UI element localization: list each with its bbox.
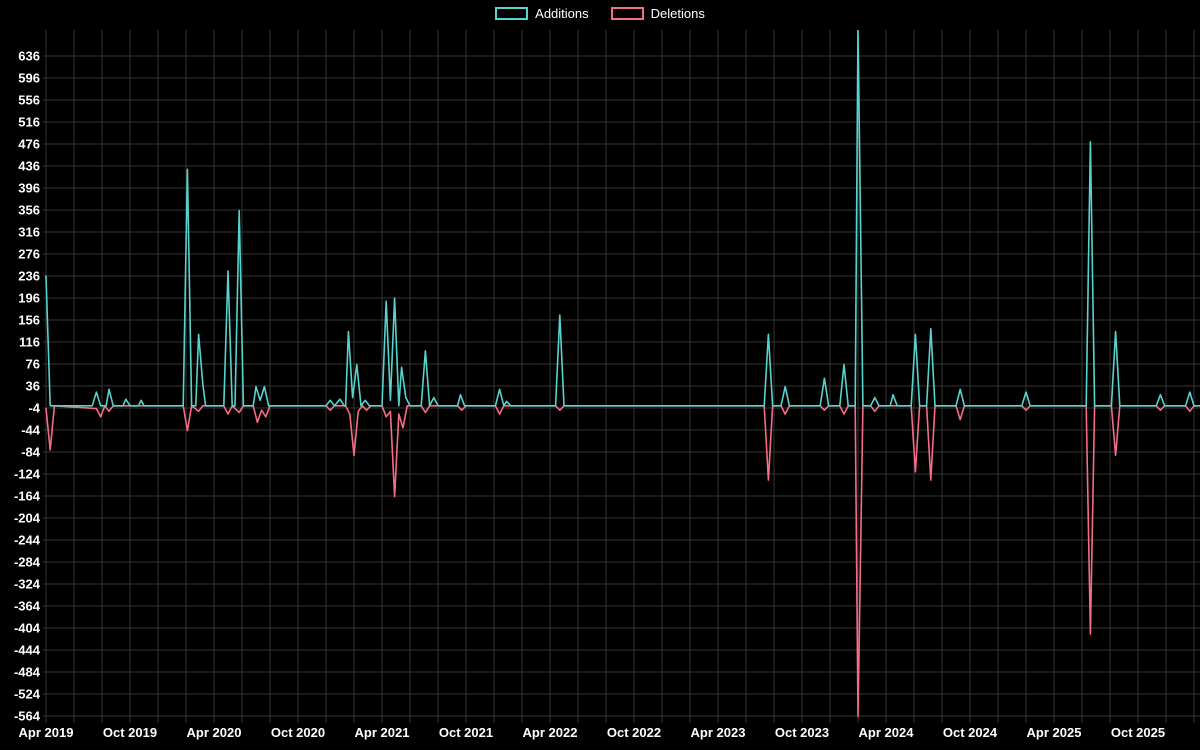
- additions-swatch-icon: [495, 7, 529, 20]
- legend: Additions Deletions: [0, 6, 1200, 21]
- y-tick-label: 316: [18, 225, 40, 240]
- y-tick-label: -484: [14, 665, 41, 680]
- y-tick-label: 76: [26, 357, 40, 372]
- y-tick-label: -4: [28, 401, 40, 416]
- x-tick-label: Apr 2019: [19, 725, 74, 740]
- y-tick-label: 436: [18, 159, 40, 174]
- y-tick-label: -364: [14, 599, 41, 614]
- y-tick-label: 236: [18, 269, 40, 284]
- y-tick-label: 196: [18, 291, 40, 306]
- legend-item-additions[interactable]: Additions: [495, 6, 589, 21]
- y-tick-label: 636: [18, 49, 40, 64]
- y-tick-label: 396: [18, 181, 40, 196]
- y-tick-label: 116: [19, 335, 40, 350]
- x-tick-label: Oct 2019: [103, 725, 157, 740]
- y-tick-label: -204: [14, 511, 41, 526]
- y-tick-label: 596: [18, 71, 40, 86]
- y-tick-label: -444: [14, 643, 41, 658]
- y-tick-label: 516: [18, 115, 40, 130]
- y-tick-label: -44: [21, 423, 41, 438]
- legend-label-additions: Additions: [535, 6, 589, 21]
- x-tick-label: Oct 2020: [271, 725, 325, 740]
- x-tick-label: Apr 2025: [1027, 725, 1082, 740]
- y-tick-label: -164: [14, 489, 41, 504]
- y-tick-label: 156: [18, 313, 40, 328]
- x-tick-label: Oct 2025: [1111, 725, 1165, 740]
- legend-item-deletions[interactable]: Deletions: [610, 6, 705, 21]
- x-tick-label: Apr 2021: [355, 725, 410, 740]
- legend-label-deletions: Deletions: [650, 6, 705, 21]
- y-tick-label: 36: [26, 379, 40, 394]
- y-tick-label: -524: [14, 687, 41, 702]
- y-tick-label: -404: [14, 621, 41, 636]
- x-tick-label: Apr 2022: [523, 725, 578, 740]
- x-tick-label: Oct 2022: [607, 725, 661, 740]
- y-tick-label: 556: [18, 93, 40, 108]
- x-tick-label: Oct 2023: [775, 725, 829, 740]
- x-tick-label: Apr 2024: [859, 725, 915, 740]
- y-tick-label: 476: [18, 137, 40, 152]
- x-tick-label: Apr 2023: [691, 725, 746, 740]
- deletions-swatch-icon: [610, 7, 644, 20]
- additions-line[interactable]: [45, 26, 1200, 407]
- y-tick-label: -244: [14, 533, 41, 548]
- x-tick-label: Oct 2024: [943, 725, 998, 740]
- y-tick-label: 276: [18, 247, 40, 262]
- y-tick-label: -124: [14, 467, 41, 482]
- y-tick-label: -84: [21, 445, 41, 460]
- x-tick-label: Apr 2020: [187, 725, 242, 740]
- y-tick-label: -564: [14, 709, 41, 724]
- x-tick-label: Oct 2021: [439, 725, 493, 740]
- y-tick-label: 356: [18, 203, 40, 218]
- y-tick-label: -284: [14, 555, 41, 570]
- y-tick-label: -324: [14, 577, 41, 592]
